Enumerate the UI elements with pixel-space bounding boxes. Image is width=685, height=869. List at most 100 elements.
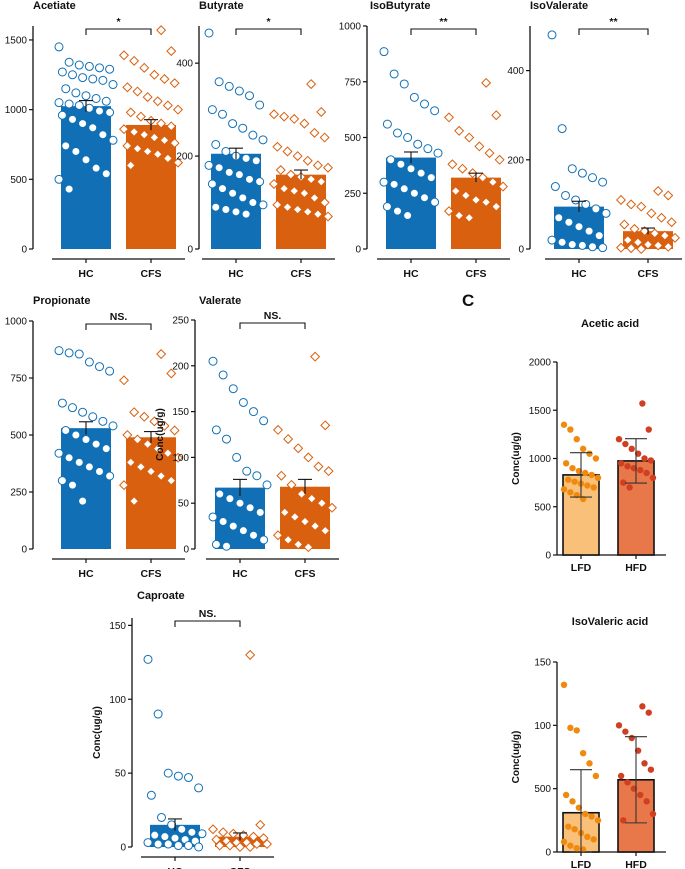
data-point — [224, 840, 235, 851]
data-point — [84, 357, 94, 367]
chart-acetic-acid: Acetic acid 0 500 1000 1500 2000 Conc(ug/g) LFD… — [511, 318, 666, 574]
data-point — [162, 153, 173, 164]
data-point — [143, 654, 153, 664]
data-point — [579, 750, 587, 757]
data-point — [172, 452, 184, 463]
data-point — [214, 77, 224, 87]
data-point — [643, 469, 650, 477]
data-point — [159, 73, 170, 84]
data-point — [547, 235, 557, 245]
data-point — [279, 507, 290, 518]
y-tick-label: 500 — [534, 502, 551, 513]
data-point — [393, 206, 402, 216]
data-point — [54, 98, 64, 108]
data-point — [159, 135, 170, 146]
data-point — [645, 709, 652, 716]
data-point — [122, 82, 133, 93]
data-point — [641, 455, 648, 462]
x-tick-label: CFS — [291, 268, 312, 280]
x-tick-label: CFS — [638, 268, 659, 280]
data-point — [118, 480, 130, 491]
data-point — [594, 231, 604, 241]
data-point — [430, 197, 440, 207]
data-point — [221, 205, 231, 215]
data-point — [108, 80, 118, 90]
data-point — [283, 434, 294, 445]
data-point — [169, 138, 180, 149]
data-point — [238, 123, 248, 133]
chart-title: IsoValerate — [530, 0, 588, 12]
data-point — [310, 521, 321, 532]
chart-isovaleric-acid: IsoValeric acid 0 500 100 150 Conc(ug/g) LFD HF… — [511, 616, 666, 869]
data-point — [303, 542, 314, 553]
data-point — [163, 768, 173, 778]
data-point — [584, 482, 591, 489]
y-tick-label: 750 — [344, 77, 361, 88]
data-point — [406, 164, 416, 174]
data-point — [590, 484, 597, 491]
bar-hc — [61, 106, 111, 249]
x-tick-label: CFS — [295, 568, 316, 580]
data-point — [214, 163, 224, 173]
x-tick-label: HC — [167, 866, 183, 869]
data-point — [64, 453, 74, 463]
data-point — [569, 464, 576, 472]
data-point — [211, 425, 221, 435]
data-point — [153, 839, 163, 849]
data-point — [234, 170, 244, 180]
data-point — [626, 484, 633, 491]
chart-isobutyrate: IsoButyrate 0 250 500 750 1000 HC CFS ** — [339, 0, 510, 280]
data-point — [167, 820, 177, 830]
data-point — [491, 110, 502, 121]
data-point — [272, 199, 283, 210]
data-point — [259, 535, 269, 545]
data-point — [125, 457, 136, 468]
data-point — [567, 164, 577, 174]
data-point — [299, 188, 310, 199]
data-point — [169, 425, 180, 436]
y-tick-label: 150 — [534, 658, 551, 669]
data-point — [255, 507, 265, 517]
significance-bracket — [578, 28, 649, 35]
data-point — [166, 368, 177, 379]
data-point — [132, 143, 143, 154]
data-point — [268, 109, 280, 120]
data-point — [88, 74, 98, 84]
data-point — [208, 512, 218, 522]
data-point — [95, 466, 104, 476]
data-point — [447, 159, 458, 170]
y-tick-label: 0 — [21, 245, 27, 256]
chart-propionate: Propionate 0 250 500 750 1000 HC CFS NS. — [5, 295, 185, 580]
data-point — [169, 78, 180, 89]
data-point — [228, 384, 238, 394]
x-tick-label: CFS — [141, 568, 162, 580]
data-point — [322, 162, 334, 173]
data-point — [259, 416, 269, 426]
data-point — [149, 132, 160, 143]
data-point — [105, 366, 115, 376]
data-point — [617, 772, 625, 780]
data-point — [249, 407, 258, 417]
x-tick-label: LFD — [571, 562, 592, 574]
data-point — [122, 140, 133, 151]
chart-title: Acetiate — [33, 0, 76, 12]
data-point — [571, 826, 578, 833]
data-point — [139, 62, 150, 73]
x-tick-label: HC — [571, 268, 587, 280]
chart-butyrate: Butyrate 0 200 400 HC CFS * — [176, 0, 335, 280]
chart-isovalerate: IsoValerate 0 200 400 HC CFS ** — [507, 0, 682, 280]
data-point — [194, 842, 204, 852]
y-tick-label: 0 — [545, 551, 551, 562]
data-point — [642, 239, 654, 250]
data-point — [626, 243, 637, 254]
data-point — [132, 434, 143, 445]
significance-bracket — [239, 322, 306, 329]
data-point — [386, 155, 396, 165]
data-point — [241, 209, 251, 219]
data-point — [173, 841, 183, 851]
data-point — [316, 106, 327, 117]
data-point — [215, 489, 225, 499]
y-tick-label: 150 — [172, 407, 189, 418]
data-point — [647, 457, 655, 464]
data-point — [262, 480, 272, 490]
